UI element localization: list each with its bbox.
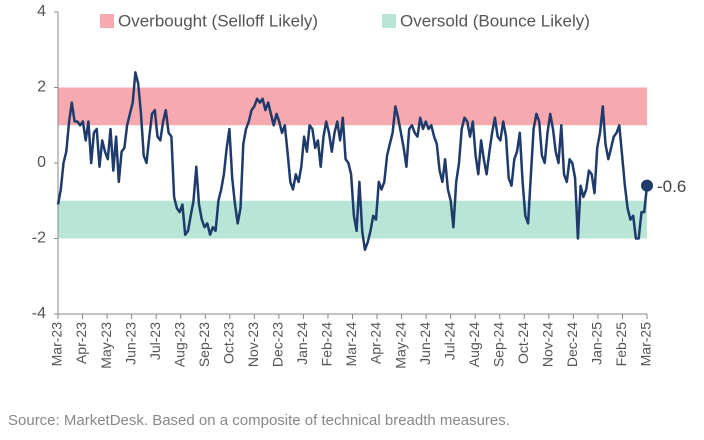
x-tick-label: Nov-23 xyxy=(245,322,261,367)
end-point xyxy=(641,179,653,192)
x-tick-label: Aug-23 xyxy=(171,322,187,367)
x-tick-label: Jan-24 xyxy=(294,322,310,365)
x-tick-label: Mar-23 xyxy=(49,322,65,367)
legend-swatch xyxy=(382,14,396,28)
x-tick-label: Aug-24 xyxy=(466,322,482,367)
x-tick-label: Dec-24 xyxy=(564,322,580,367)
end-label: -0.6 xyxy=(657,177,686,196)
x-tick-label: Apr-24 xyxy=(368,322,384,364)
x-tick-label: Mar-25 xyxy=(638,322,654,367)
y-tick-label: 2 xyxy=(37,79,46,96)
x-tick-label: Jan-25 xyxy=(589,322,605,365)
x-tick-label: Dec-23 xyxy=(270,322,286,367)
x-tick-label: Jul-24 xyxy=(441,322,457,360)
x-tick-label: Jul-23 xyxy=(147,322,163,360)
x-tick-label: Oct-23 xyxy=(220,322,236,364)
y-tick-label: 4 xyxy=(37,3,46,20)
legend-label: Overbought (Selloff Likely) xyxy=(118,11,318,30)
x-tick-label: Sep-24 xyxy=(490,322,506,367)
x-tick-label: Feb-25 xyxy=(613,322,629,367)
source-note: Source: MarketDesk. Based on a composite… xyxy=(8,412,510,429)
x-tick-label: Sep-23 xyxy=(196,322,212,367)
zone-band xyxy=(58,87,647,126)
y-tick-label: 0 xyxy=(37,154,46,171)
x-tick-label: Nov-24 xyxy=(540,322,556,367)
y-tick-label: -2 xyxy=(32,230,46,247)
legend-label: Oversold (Bounce Likely) xyxy=(400,11,590,30)
x-tick-label: Apr-23 xyxy=(73,322,89,364)
line xyxy=(56,71,649,252)
x-tick-label: Oct-24 xyxy=(515,322,531,364)
y-tick-label: -4 xyxy=(32,305,46,322)
x-tick-label: May-23 xyxy=(98,322,114,369)
x-tick-label: Mar-24 xyxy=(343,322,359,367)
legend-swatch xyxy=(100,14,114,28)
x-tick-label: Jun-24 xyxy=(417,322,433,365)
x-tick-label: Jun-23 xyxy=(122,322,138,365)
x-tick-label: Feb-24 xyxy=(319,322,335,367)
x-tick-label: May-24 xyxy=(392,322,408,369)
